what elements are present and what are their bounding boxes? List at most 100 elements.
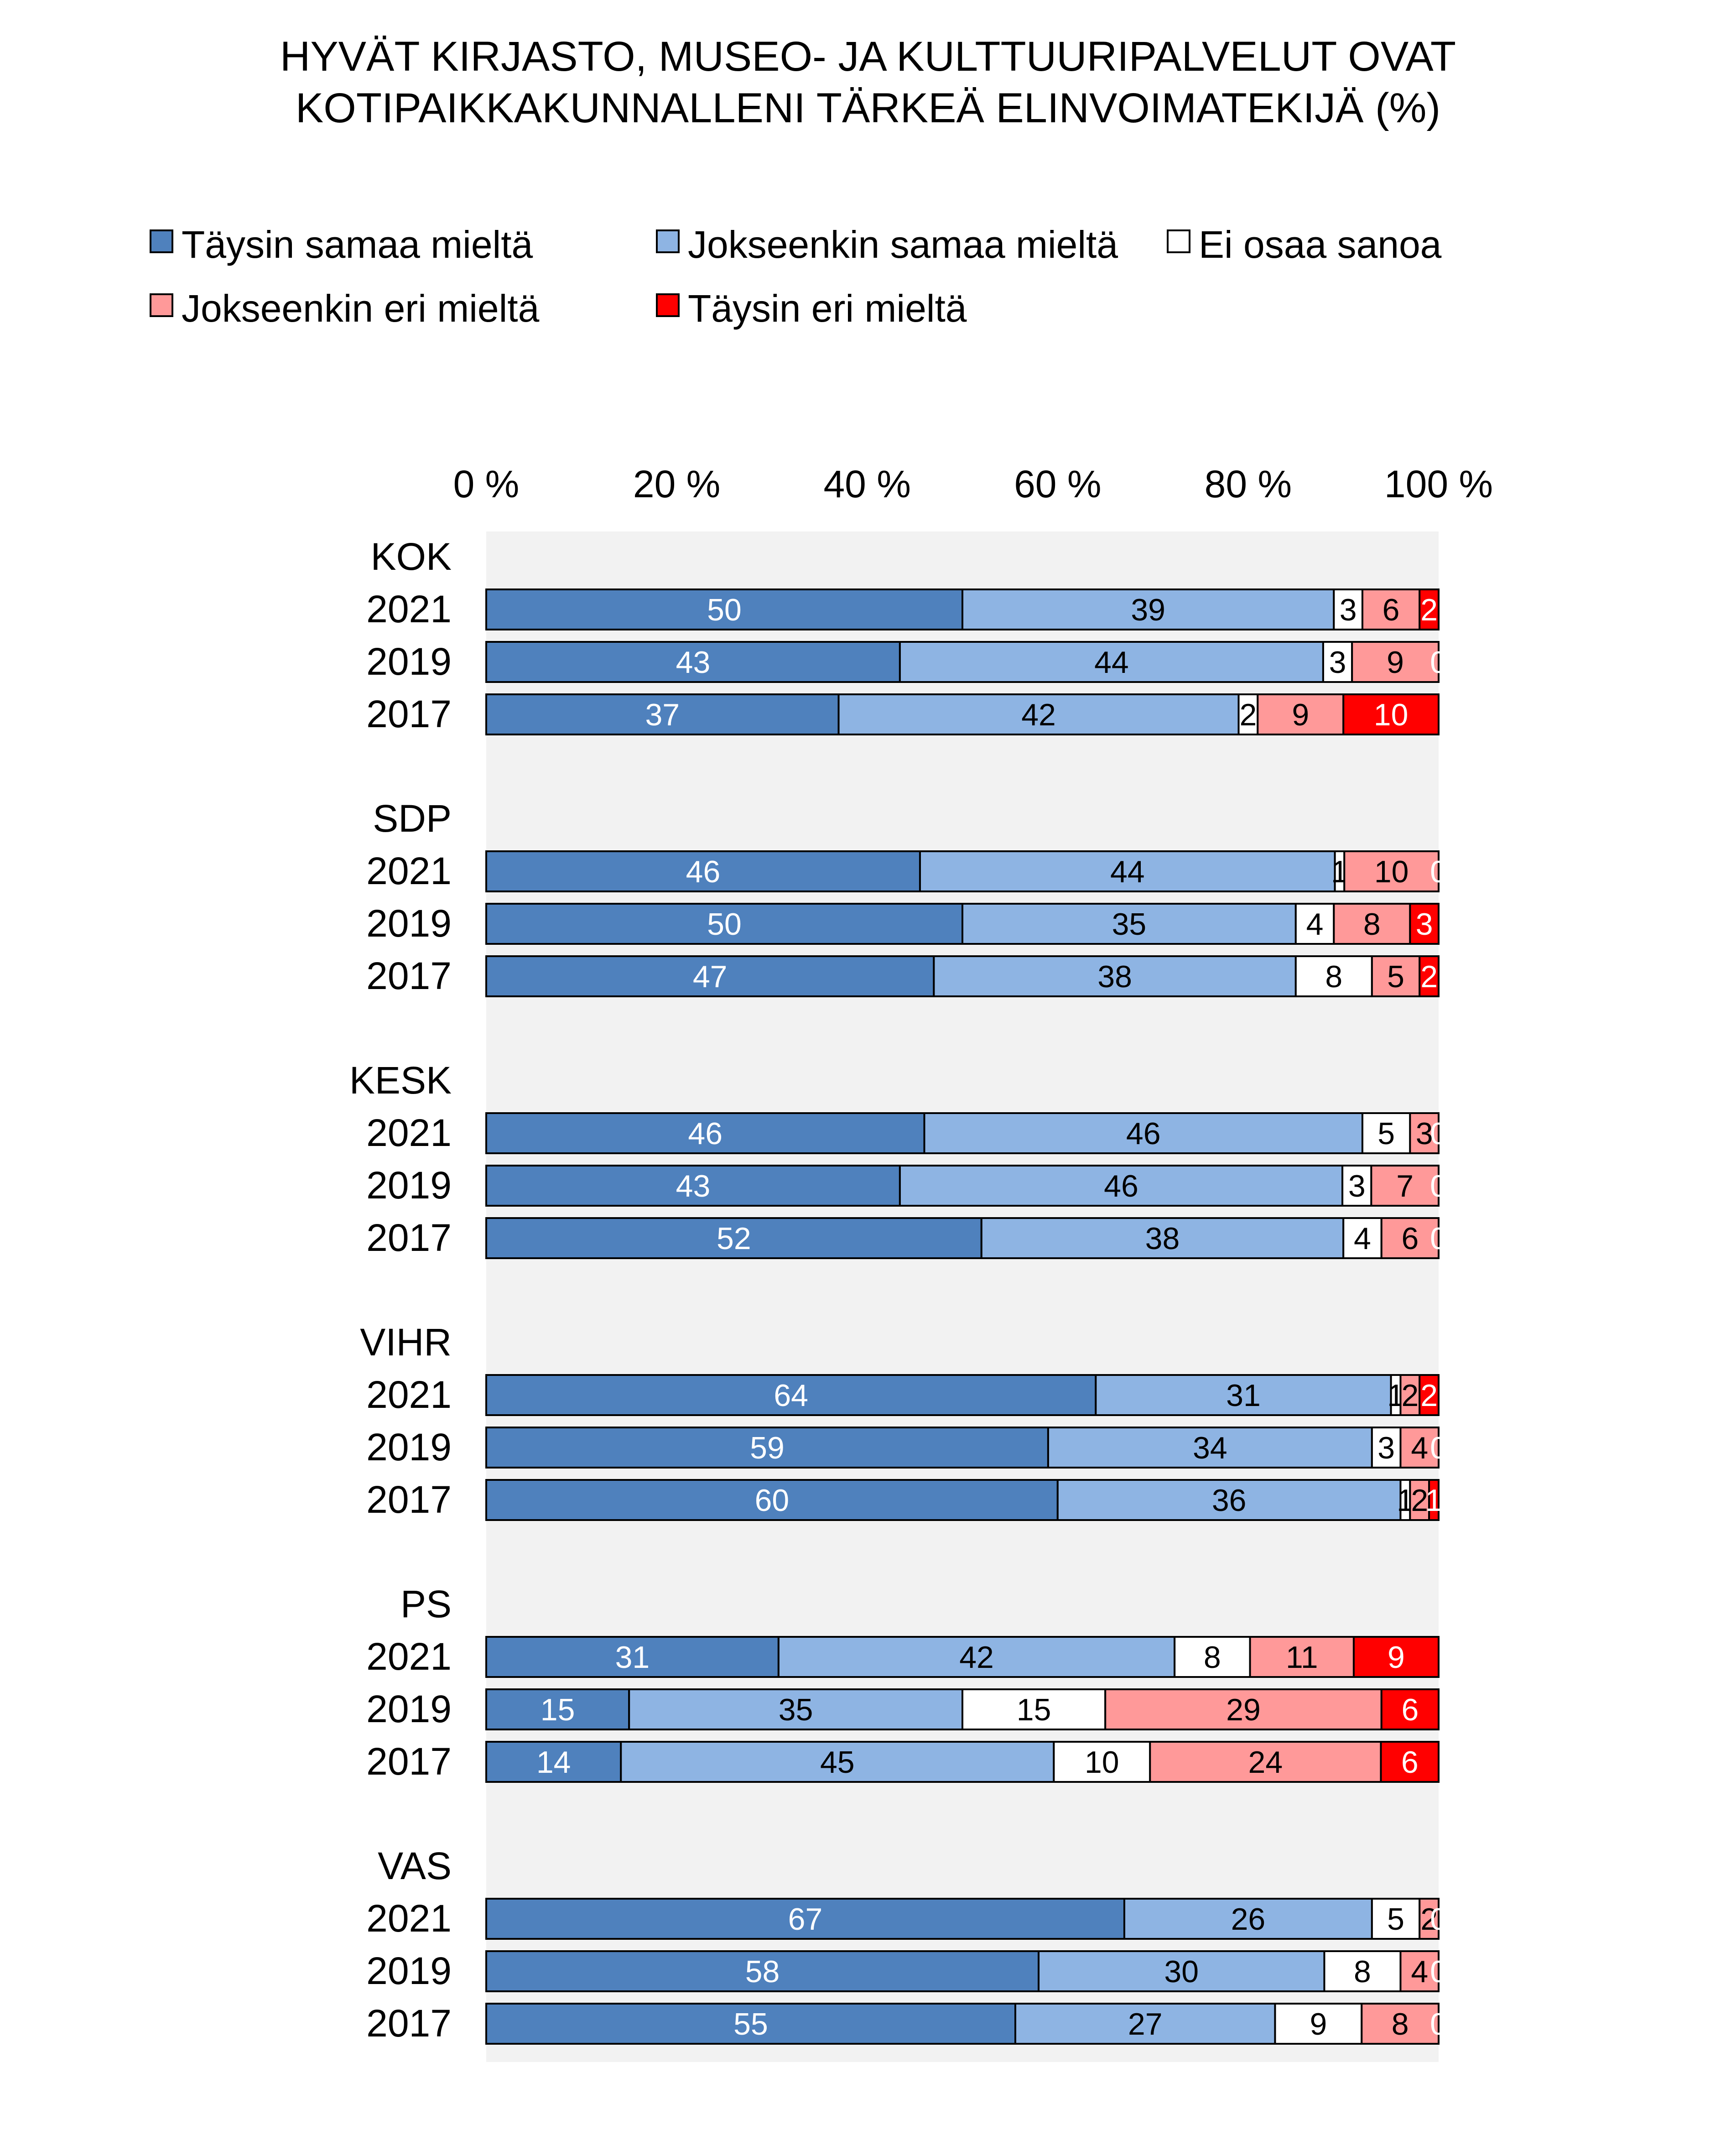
year-label: 2019 [366,640,452,683]
bar-segment [1409,903,1440,945]
legend: Täysin samaa mieltä Jokseenkin samaa miel… [150,223,1442,330]
bar-segment [485,850,921,892]
data-label: 8 [1354,1954,1371,1989]
chart-title-line-2: KOTIPAIKKAKUNNALLENI TÄRKEÄ ELINVOIMATEK… [296,85,1440,131]
data-label: 44 [1094,645,1129,680]
bar-segment [1149,1741,1382,1783]
bar-segment [1361,2003,1440,2045]
bar-segment [1294,903,1335,945]
bar-segment [485,1479,1059,1521]
year-label: 2017 [366,2002,452,2045]
legend-label: Täysin samaa mieltä [182,223,533,266]
data-label: 3 [1416,907,1433,942]
bar-segment [899,641,1324,683]
bar-segment [485,1688,630,1730]
bar-segment [1409,1112,1440,1154]
data-label: 0 [1430,645,1447,680]
data-label: 10 [1085,1745,1119,1780]
data-label: 46 [1126,1116,1161,1151]
bar-segment [1371,1898,1421,1940]
data-label: 0 [1430,2007,1447,2041]
year-label: 2019 [366,1426,452,1469]
data-label: 1 [1425,1483,1443,1518]
data-label: 47 [693,959,728,994]
legend-label: Jokseenkin samaa mieltä [688,223,1118,266]
data-label: 44 [1110,854,1145,889]
data-label: 30 [1164,1954,1199,1989]
data-label: 46 [688,1116,722,1151]
data-label: 59 [750,1431,785,1465]
bar-segment [1399,1374,1421,1416]
legend-swatch [150,229,173,253]
bar-segment [1419,955,1440,997]
bar-segment [485,1950,1040,1992]
bar-segment [1342,1217,1383,1259]
data-label: 14 [536,1745,571,1780]
bar-segment [923,1112,1363,1154]
x-tick-label: 80 % [1205,463,1292,505]
bar-segment [1419,1374,1440,1416]
data-label: 2 [1411,1483,1428,1518]
data-label: 55 [733,2007,768,2041]
year-label: 2019 [366,902,452,945]
group-label: VAS [378,1844,452,1887]
group-ps: PS 2021 31 42 8 11 9 2019 15 35 15 29 6 2017 14 45 10 24 6 [366,1583,1440,1783]
data-label: 0 [1430,1431,1447,1465]
data-label: 31 [615,1640,650,1675]
bar-segment [485,1165,901,1207]
data-label: 11 [1286,1640,1318,1675]
data-label: 0 [1430,1954,1447,1989]
legend-swatch [656,229,680,253]
bar-segment [1123,1898,1373,1940]
data-label: 5 [1377,1116,1395,1151]
bar-segment [485,1636,780,1678]
bar-row: 2019 43 46 3 7 0 [366,1164,1447,1207]
data-label: 37 [645,698,680,732]
bar-segment [899,1165,1344,1207]
year-label: 2017 [366,1740,452,1783]
legend-item: Täysin samaa mieltä [150,223,533,266]
data-label: 42 [959,1640,994,1675]
bar-segment [485,2003,1016,2045]
bar-segment [1371,1427,1402,1469]
data-label: 38 [1145,1221,1180,1256]
year-label: 2021 [366,1111,452,1154]
year-label: 2021 [366,1897,452,1940]
year-label: 2019 [366,1687,452,1730]
data-label: 9 [1292,698,1309,732]
bar-segment [1399,1427,1440,1469]
bar-row: 2021 31 42 8 11 9 [366,1635,1440,1678]
bar-segment [485,903,963,945]
bar-row: 2021 67 26 5 20 [366,1897,1447,1940]
bar-row: 2019 59 34 3 4 0 [366,1426,1447,1469]
bar-segment [962,1688,1107,1730]
year-label: 2021 [366,849,452,892]
data-label: 9 [1388,1640,1405,1675]
data-label: 2 [1420,1902,1438,1937]
bar-segment [1380,1741,1440,1783]
bar-segment [933,955,1297,997]
bar-row: 2021 46 44 1 10 0 [366,849,1447,892]
year-label: 2017 [366,693,452,735]
data-label: 10 [1374,854,1409,889]
bar-segment [1343,850,1440,892]
data-label: 36 [1212,1483,1247,1518]
bar-segment [1104,1688,1383,1730]
year-label: 2017 [366,1478,452,1521]
bar-segment [485,1112,925,1154]
bar-row: 2017 52 38 4 6 0 [366,1216,1447,1259]
bar-segment [485,693,840,735]
group-label: KOK [371,535,452,578]
year-label: 2021 [366,1373,452,1416]
data-label: 8 [1363,907,1381,942]
group-label: PS [400,1583,452,1625]
data-label: 27 [1128,2007,1163,2041]
bar-segment [1351,641,1440,683]
data-label: 9 [1310,2007,1327,2041]
bar-segment [1095,1374,1392,1416]
